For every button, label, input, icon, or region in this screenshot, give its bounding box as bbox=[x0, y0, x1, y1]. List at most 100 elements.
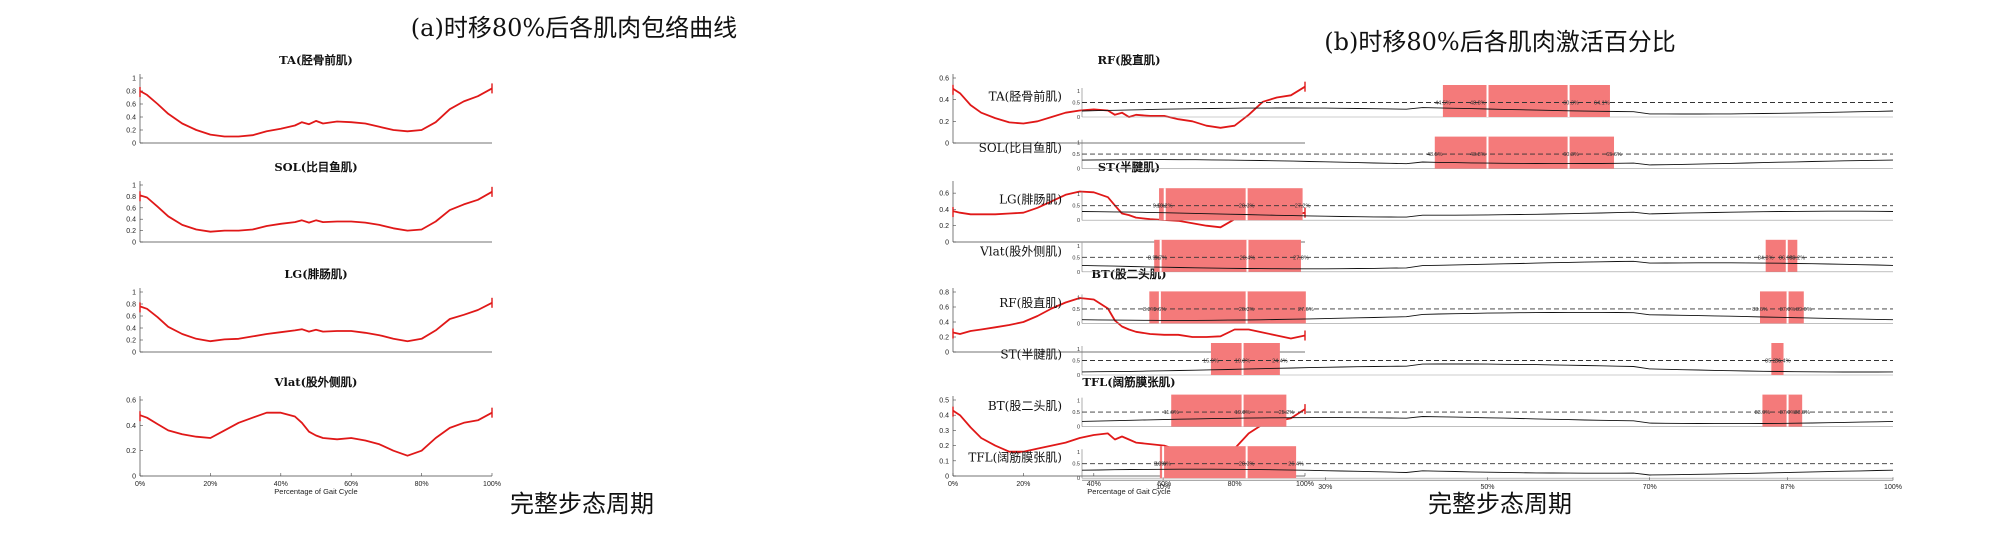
envelope-subplot: LG(腓肠肌) 0 0.2 0.4 0.6 0.8 1 bbox=[126, 267, 493, 357]
activation-percent-label: 15.9% bbox=[1203, 359, 1219, 365]
activation-interval bbox=[1442, 85, 1610, 117]
y-tick-label: 0.8 bbox=[126, 302, 136, 309]
activation-percent-label: 8.9% bbox=[1148, 255, 1161, 261]
activation-interval bbox=[1159, 188, 1303, 221]
y-tick-label: 0 bbox=[132, 141, 136, 148]
activation-trace bbox=[1081, 210, 1894, 218]
row-y-tick: 0 bbox=[1077, 218, 1080, 224]
x-axis-label: Percentage of Gait Cycle bbox=[274, 487, 357, 496]
activation-percent-label: 9.6% bbox=[1154, 462, 1167, 468]
row-y-tick: 0.5 bbox=[1072, 152, 1080, 158]
y-tick-label: 0 bbox=[132, 350, 136, 357]
activation-percent-label: 26.4% bbox=[1288, 462, 1304, 468]
muscle-label: TA(胫骨前肌) bbox=[989, 89, 1062, 104]
activation-trace bbox=[1081, 416, 1894, 425]
activation-trace bbox=[1081, 260, 1894, 270]
activation-percent-label: 83.9% bbox=[1755, 410, 1771, 416]
muscle-label: BT(股二头肌) bbox=[988, 399, 1062, 413]
y-tick-label: 0.6 bbox=[126, 102, 136, 109]
activation-percent-label: 86.9% bbox=[1779, 255, 1795, 261]
activation-trace bbox=[1081, 363, 1894, 373]
y-tick-label: 0 bbox=[132, 474, 136, 481]
panel-a-envelope-charts: TA(胫骨前肌) 0 0.2 0.4 0.6 0.8 1 SOL(比目鱼肌) 0 0.2 0.4 0.… bbox=[126, 53, 1314, 496]
y-tick-label: 0.4 bbox=[939, 97, 949, 104]
row-y-tick: 1 bbox=[1077, 295, 1080, 301]
activation-trace bbox=[1081, 311, 1894, 321]
activation-percent-label: 24.4% bbox=[1272, 359, 1288, 365]
x-tick-label: 80% bbox=[1228, 481, 1242, 488]
y-tick-label: 0.4 bbox=[126, 217, 136, 224]
row-y-tick: 1 bbox=[1077, 399, 1080, 405]
activation-trace bbox=[1081, 468, 1894, 476]
activation-percent-label: 83.6% bbox=[1752, 307, 1768, 313]
subplot-title: RF(股直肌) bbox=[1097, 53, 1160, 67]
row-y-tick: 0 bbox=[1077, 425, 1080, 431]
y-tick-label: 0.2 bbox=[939, 223, 949, 230]
activation-percent-label: 86.4% bbox=[1775, 359, 1791, 365]
envelope-line bbox=[139, 301, 493, 343]
activation-percent-label: 27.0% bbox=[1293, 255, 1309, 261]
envelope-line bbox=[139, 191, 493, 233]
subplot-title: BT(股二头肌) bbox=[1091, 267, 1166, 281]
subplot-title: SOL(比目鱼肌) bbox=[274, 160, 357, 174]
activation-interval bbox=[1154, 239, 1301, 272]
envelope-line bbox=[139, 87, 493, 138]
x-axis-label: Percentage of Gait Cycle bbox=[1087, 487, 1170, 496]
activation-trace bbox=[1081, 107, 1894, 115]
activation-percent-label: 88.8% bbox=[1794, 410, 1810, 416]
activation-interval bbox=[1765, 239, 1798, 272]
activation-percent-label: 84.3% bbox=[1758, 255, 1774, 261]
envelope-subplot: RF(股直肌) 0 0.2 0.4 0.6 bbox=[939, 53, 1306, 148]
x-tick-label: 40% bbox=[1087, 481, 1101, 488]
muscle-label: RF(股直肌) bbox=[999, 296, 1062, 310]
muscle-label: Vlat(股外侧肌) bbox=[979, 244, 1062, 258]
row-y-tick: 0.5 bbox=[1072, 204, 1080, 210]
y-tick-label: 0.8 bbox=[126, 89, 136, 96]
envelope-line bbox=[139, 411, 493, 457]
activation-interval bbox=[1171, 394, 1287, 427]
row-y-tick: 0.5 bbox=[1072, 410, 1080, 416]
muscle-label: SOL(比目鱼肌) bbox=[979, 141, 1062, 155]
activation-percent-label: 87.0% bbox=[1780, 410, 1796, 416]
activation-row: BT(股二头肌) 0 0.5 1 11.0% 19.8% 25.2% 83.9% 87.0%88… bbox=[988, 394, 1894, 431]
envelope-line bbox=[952, 408, 1306, 461]
envelope-line bbox=[952, 85, 1306, 129]
y-tick-label: 1 bbox=[132, 290, 136, 297]
y-tick-label: 0.2 bbox=[126, 448, 136, 455]
activation-percent-label: 19.8% bbox=[1235, 359, 1251, 365]
x-tick-label: 20% bbox=[203, 481, 217, 488]
y-tick-label: 0.3 bbox=[939, 428, 949, 435]
activation-percent-label: 11.0% bbox=[1164, 410, 1179, 416]
y-tick-label: 0.6 bbox=[126, 398, 136, 405]
muscle-label: TFL(阔筋膜张肌) bbox=[968, 450, 1062, 465]
y-tick-label: 0.2 bbox=[126, 228, 136, 235]
muscle-label: ST(半腱肌) bbox=[1000, 348, 1062, 362]
envelope-subplot: TA(胫骨前肌) 0 0.2 0.4 0.6 0.8 1 bbox=[126, 53, 493, 148]
panel-b-x-tick-label: 50% bbox=[1480, 484, 1494, 491]
row-y-tick: 1 bbox=[1077, 347, 1080, 353]
y-tick-label: 0.5 bbox=[939, 398, 949, 405]
envelope-subplot: TFL(阔筋膜张肌)00.10.20.30.40.50% 20% 40% 60% 80%… bbox=[939, 375, 1314, 496]
activation-row: SOL(比目鱼肌) 0 0.5 1 43.5% 48.8% 60.3% 65.6% bbox=[979, 136, 1894, 173]
row-y-tick: 1 bbox=[1077, 450, 1080, 456]
panel-a-title: (a)时移80%后各肌肉包络曲线 bbox=[411, 14, 737, 42]
activation-percent-label: 19.8% bbox=[1235, 410, 1251, 416]
row-y-tick: 1 bbox=[1077, 192, 1080, 198]
row-y-tick: 1 bbox=[1077, 244, 1080, 250]
y-tick-label: 0 bbox=[945, 474, 949, 481]
envelope-line bbox=[952, 297, 1306, 340]
subplot-title: ST(半腱肌) bbox=[1098, 160, 1160, 174]
activation-percent-label: 88.2% bbox=[1789, 255, 1805, 261]
row-y-tick: 0 bbox=[1077, 373, 1080, 379]
activation-percent-label: 27.2% bbox=[1295, 204, 1311, 210]
y-tick-label: 0.6 bbox=[126, 205, 136, 212]
activation-interval bbox=[1762, 394, 1803, 427]
x-tick-label: 60% bbox=[1157, 481, 1171, 488]
y-tick-label: 0.6 bbox=[939, 191, 949, 198]
panel-b-x-tick-label: 10% bbox=[1156, 484, 1170, 491]
y-tick-label: 0.4 bbox=[939, 413, 949, 420]
row-y-tick: 0.5 bbox=[1072, 255, 1080, 261]
row-y-tick: 1 bbox=[1077, 89, 1080, 95]
activation-percent-label: 20.3% bbox=[1239, 204, 1255, 210]
activation-percent-label: 85.2% bbox=[1765, 359, 1781, 365]
